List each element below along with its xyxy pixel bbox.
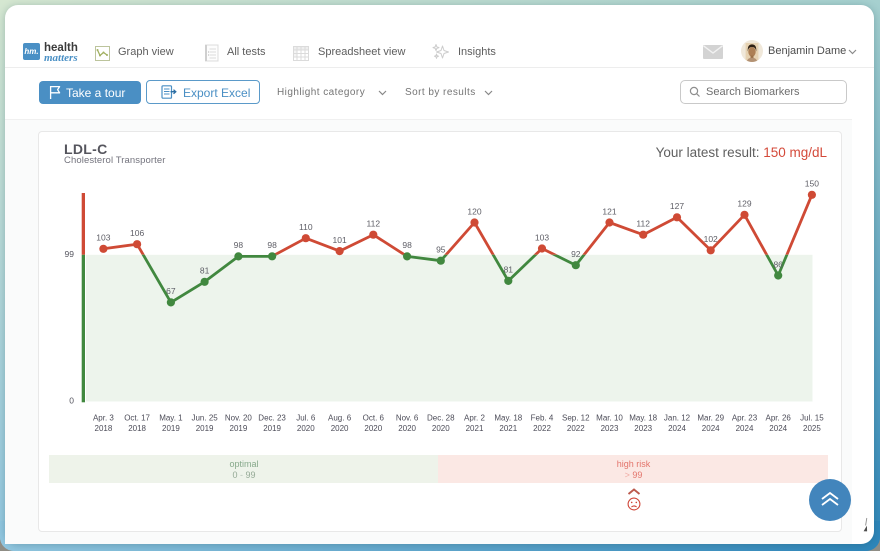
svg-text:Mar. 10: Mar. 10 xyxy=(596,414,623,423)
svg-text:2024: 2024 xyxy=(769,424,787,433)
svg-text:2019: 2019 xyxy=(162,424,180,433)
svg-text:Sep. 12: Sep. 12 xyxy=(562,414,590,423)
svg-text:Apr. 2: Apr. 2 xyxy=(464,414,485,423)
svg-text:2021: 2021 xyxy=(499,424,517,433)
svg-text:2022: 2022 xyxy=(533,424,551,433)
svg-text:2020: 2020 xyxy=(398,424,416,433)
svg-text:May. 18: May. 18 xyxy=(629,414,657,423)
svg-text:95: 95 xyxy=(436,245,446,255)
svg-text:2023: 2023 xyxy=(601,424,619,433)
svg-text:98: 98 xyxy=(402,240,412,250)
svg-text:May. 18: May. 18 xyxy=(494,414,522,423)
svg-text:Apr. 26: Apr. 26 xyxy=(766,414,792,423)
svg-text:99: 99 xyxy=(65,249,75,259)
svg-text:2025: 2025 xyxy=(803,424,821,433)
svg-text:Nov. 20: Nov. 20 xyxy=(225,414,253,423)
svg-text:Jul. 15: Jul. 15 xyxy=(800,414,824,423)
svg-text:2023: 2023 xyxy=(634,424,652,433)
svg-text:2024: 2024 xyxy=(702,424,720,433)
svg-text:Dec. 28: Dec. 28 xyxy=(427,414,455,423)
svg-text:Nov. 6: Nov. 6 xyxy=(396,414,419,423)
svg-text:2018: 2018 xyxy=(128,424,146,433)
svg-text:Oct. 17: Oct. 17 xyxy=(124,414,150,423)
svg-text:Jan. 12: Jan. 12 xyxy=(664,414,691,423)
svg-text:Jul. 6: Jul. 6 xyxy=(296,414,316,423)
svg-text:2021: 2021 xyxy=(466,424,484,433)
svg-text:0: 0 xyxy=(69,395,74,405)
svg-text:2020: 2020 xyxy=(432,424,450,433)
svg-text:129: 129 xyxy=(737,199,751,209)
svg-text:106: 106 xyxy=(130,228,144,238)
svg-text:102: 102 xyxy=(704,234,718,244)
svg-text:92: 92 xyxy=(571,249,581,259)
svg-text:121: 121 xyxy=(602,206,616,216)
svg-text:81: 81 xyxy=(504,265,514,275)
svg-text:Jun. 25: Jun. 25 xyxy=(191,414,218,423)
svg-text:Feb. 4: Feb. 4 xyxy=(531,414,554,423)
svg-text:Mar. 29: Mar. 29 xyxy=(697,414,724,423)
svg-text:112: 112 xyxy=(367,219,381,229)
svg-text:101: 101 xyxy=(333,235,347,245)
svg-text:Aug. 6: Aug. 6 xyxy=(328,414,352,423)
svg-text:98: 98 xyxy=(267,240,277,250)
svg-text:67: 67 xyxy=(166,286,176,296)
svg-text:2020: 2020 xyxy=(331,424,349,433)
svg-text:Dec. 23: Dec. 23 xyxy=(258,414,286,423)
svg-text:112: 112 xyxy=(636,219,650,229)
svg-text:May. 1: May. 1 xyxy=(159,414,183,423)
svg-text:86: 86 xyxy=(773,259,783,269)
svg-text:2022: 2022 xyxy=(567,424,585,433)
svg-text:110: 110 xyxy=(299,222,313,232)
svg-text:98: 98 xyxy=(234,240,244,250)
svg-text:2024: 2024 xyxy=(668,424,686,433)
svg-text:127: 127 xyxy=(670,201,684,211)
svg-text:Apr. 3: Apr. 3 xyxy=(93,414,114,423)
svg-text:103: 103 xyxy=(535,232,549,242)
svg-text:2024: 2024 xyxy=(736,424,754,433)
svg-text:2019: 2019 xyxy=(230,424,248,433)
svg-text:2019: 2019 xyxy=(196,424,214,433)
svg-text:103: 103 xyxy=(96,233,110,243)
svg-text:2019: 2019 xyxy=(263,424,281,433)
svg-text:Oct. 6: Oct. 6 xyxy=(363,414,385,423)
svg-text:81: 81 xyxy=(200,266,210,276)
svg-text:150: 150 xyxy=(805,179,819,189)
svg-text:120: 120 xyxy=(467,206,481,216)
svg-text:2018: 2018 xyxy=(95,424,113,433)
svg-text:2020: 2020 xyxy=(364,424,382,433)
svg-text:2020: 2020 xyxy=(297,424,315,433)
svg-text:Apr. 23: Apr. 23 xyxy=(732,414,758,423)
